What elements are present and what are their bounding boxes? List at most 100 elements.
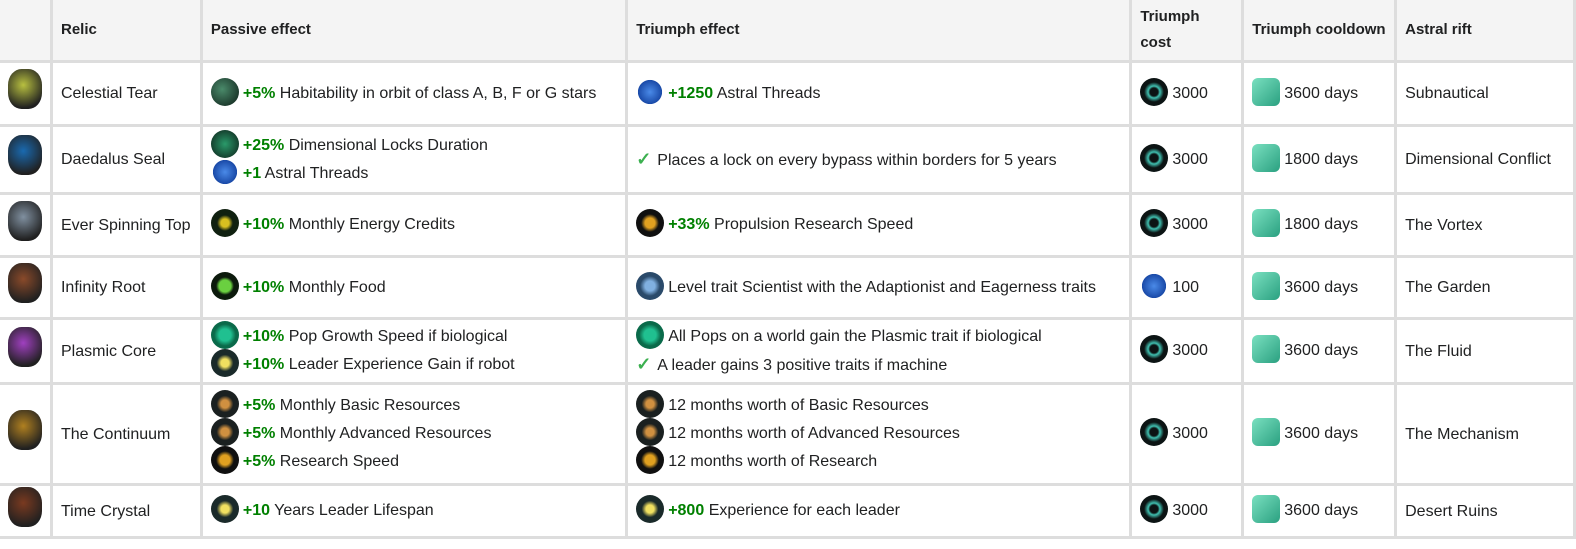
prop-icon	[636, 446, 665, 474]
effect-text: Astral Threads	[264, 164, 369, 182]
astral-rift[interactable]: The Garden	[1397, 258, 1573, 317]
relic-name[interactable]: Time Crystal	[52, 486, 200, 536]
relic-name[interactable]: The Continuum	[52, 385, 200, 483]
cost-value: 3000	[1172, 150, 1208, 168]
relic-name[interactable]: Infinity Root	[52, 258, 200, 317]
effect-value: +10%	[242, 216, 285, 234]
relic-name[interactable]: Daedalus Seal	[52, 127, 200, 192]
column-header[interactable]	[0, 0, 50, 60]
effect-text: Experience for each leader	[708, 502, 900, 520]
thread-icon	[636, 77, 665, 106]
triumph-effect: 12 months worth of Basic Resources 12 mon…	[628, 385, 1130, 483]
column-header[interactable]: Triumph cost	[1132, 0, 1242, 60]
effect-value: +5%	[242, 397, 276, 415]
star-icon	[636, 495, 665, 523]
table-row: Plasmic Core +10% Pop Growth Speed if bi…	[0, 320, 1573, 382]
table-header: Relic Passive effect Triumph effect Triumph…	[0, 0, 1573, 60]
effect-text: Leader Experience Gain if robot	[288, 356, 515, 374]
effect-text: Habitability in orbit of class A, B, F o…	[279, 84, 597, 102]
effect-value: +5%	[242, 425, 276, 443]
effect-text: Astral Threads	[716, 84, 821, 102]
triumph-effect: All Pops on a world gain the Plasmic tra…	[628, 320, 1130, 382]
effect-text: Places a lock on every bypass within bor…	[657, 151, 1057, 169]
column-header[interactable]: Astral rift	[1397, 0, 1573, 60]
column-header[interactable]: Triumph effect	[628, 0, 1130, 60]
effect-text: 12 months worth of Research	[668, 453, 878, 471]
infinity-root-icon[interactable]	[7, 263, 42, 303]
triumph-icon	[1140, 209, 1169, 237]
cooldown-icon	[1252, 495, 1281, 523]
prop-icon	[210, 446, 239, 474]
astral-rift[interactable]: The Mechanism	[1397, 385, 1573, 483]
cost-value: 3000	[1172, 425, 1208, 443]
daedalus-seal-icon[interactable]	[7, 135, 42, 175]
triumph-cost: 3000	[1132, 63, 1242, 124]
triumph-cost: 3000	[1132, 320, 1242, 382]
star-icon	[210, 349, 239, 377]
effect-line: +10% Monthly Energy Credits	[210, 209, 617, 239]
effect-line: 12 months worth of Basic Resources	[636, 390, 1121, 420]
celestial-tear-icon[interactable]	[7, 69, 42, 109]
effect-line: +10 Years Leader Lifespan	[210, 495, 617, 525]
relic-image-cell	[0, 195, 50, 255]
effect-text: Monthly Advanced Resources	[279, 425, 492, 443]
relic-image-cell	[0, 63, 50, 124]
triumph-effect: Level trait Scientist with the Adaptioni…	[628, 258, 1130, 317]
triumph-effect: +1250 Astral Threads	[628, 63, 1130, 124]
effect-text: Monthly Food	[288, 278, 386, 296]
effect-line: +33% Propulsion Research Speed	[636, 209, 1121, 239]
effect-text: Level trait Scientist with the Adaptioni…	[668, 278, 1096, 296]
triumph-cost: 3000	[1132, 486, 1242, 536]
passive-effect: +5% Habitability in orbit of class A, B,…	[202, 63, 626, 124]
astral-rift[interactable]: Dimensional Conflict	[1397, 127, 1573, 192]
effect-line: +1 Astral Threads	[210, 157, 617, 188]
effect-text: Monthly Energy Credits	[288, 216, 455, 234]
effect-value: +33%	[668, 216, 710, 234]
lock-icon	[210, 129, 239, 158]
effect-line: +10% Leader Experience Gain if robot	[210, 349, 617, 379]
effect-line: +25% Dimensional Locks Duration	[210, 129, 617, 160]
effect-text: Monthly Basic Resources	[279, 397, 461, 415]
cost-value: 3000	[1172, 502, 1208, 520]
plasmic-core-icon[interactable]	[7, 326, 42, 367]
effect-value: +10%	[242, 356, 285, 374]
effect-value: +10%	[242, 328, 285, 346]
ever-spinning-top-icon[interactable]	[7, 200, 42, 241]
passive-effect: +10% Monthly Food	[202, 258, 626, 317]
time-crystal-icon[interactable]	[7, 486, 42, 527]
relic-image-cell	[0, 486, 50, 536]
triumph-cost: 3000	[1132, 127, 1242, 192]
triumph-cooldown: 3600 days	[1244, 320, 1395, 382]
astral-rift[interactable]: The Vortex	[1397, 195, 1573, 255]
the-continuum-icon[interactable]	[7, 409, 42, 450]
cooldown-icon	[1252, 143, 1281, 172]
cooldown-value: 1800 days	[1284, 150, 1359, 168]
passive-effect: +5% Monthly Basic Resources +5% Monthly A…	[202, 385, 626, 483]
effect-line: ✓ Places a lock on every bypass within bo…	[636, 146, 1121, 174]
effect-text: A leader gains 3 positive traits if mach…	[657, 357, 948, 374]
relic-name[interactable]: Plasmic Core	[52, 320, 200, 382]
cooldown-value: 3600 days	[1284, 342, 1359, 360]
column-header[interactable]: Relic	[52, 0, 200, 60]
triumph-effect: +800 Experience for each leader	[628, 486, 1130, 536]
column-header[interactable]: Triumph cooldown	[1244, 0, 1395, 60]
triumph-cooldown: 3600 days	[1244, 63, 1395, 124]
astral-rift[interactable]: Desert Ruins	[1397, 486, 1573, 536]
effect-text: 12 months worth of Advanced Resources	[668, 425, 960, 443]
relic-image-cell	[0, 258, 50, 317]
astral-rift[interactable]: The Fluid	[1397, 320, 1573, 382]
table-row: Time Crystal +10 Years Leader Lifespan +…	[0, 486, 1573, 536]
column-header[interactable]: Passive effect	[202, 0, 626, 60]
relic-name[interactable]: Ever Spinning Top	[52, 195, 200, 255]
relic-name[interactable]: Celestial Tear	[52, 63, 200, 124]
cooldown-icon	[1252, 335, 1281, 363]
relic-image-cell	[0, 127, 50, 192]
astral-rift[interactable]: Subnautical	[1397, 63, 1573, 124]
effect-value: +25%	[242, 136, 285, 154]
effect-line: +5% Monthly Advanced Resources	[210, 418, 617, 448]
effect-text: Research Speed	[279, 453, 399, 471]
cooldown-value: 3600 days	[1284, 425, 1359, 443]
effect-value: +1	[242, 164, 262, 182]
cooldown-value: 1800 days	[1284, 216, 1359, 234]
